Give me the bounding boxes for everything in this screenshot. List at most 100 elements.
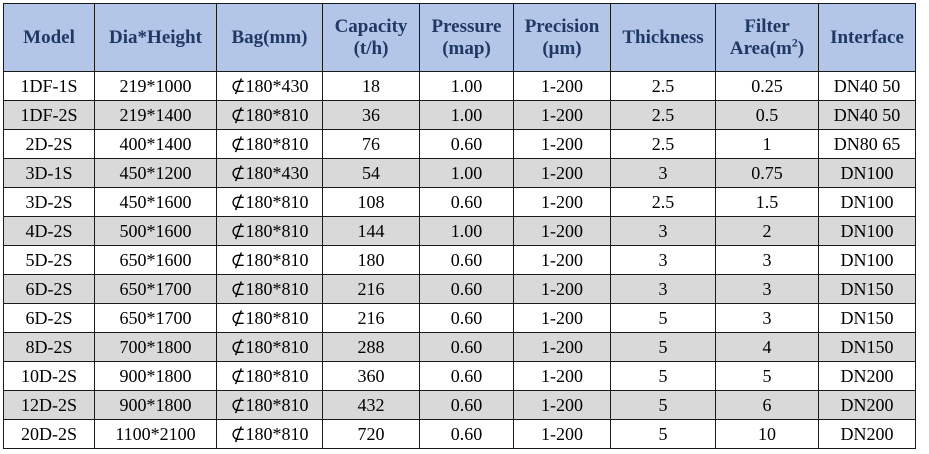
cell-dia-height: 450*1200 [94, 158, 217, 188]
cell-thickness: 5 [610, 390, 716, 420]
cell-pressure: 0.60 [419, 361, 514, 391]
cell-model: 12D-2S [3, 390, 95, 420]
cell-interface: DN100 [818, 158, 916, 188]
table-body: 1DF-1S 219*1000 ⊄180*430 18 1.00 1-200 2.5 0.25… [3, 71, 916, 449]
cell-model: 1DF-1S [3, 71, 95, 101]
cell-precision: 1-200 [513, 187, 611, 217]
header-interface: Interface [818, 3, 916, 72]
cell-thickness: 2.5 [610, 100, 716, 130]
cell-pressure: 0.60 [419, 332, 514, 362]
cell-filter-area: 5 [715, 361, 819, 391]
cell-filter-area: 1 [715, 129, 819, 159]
cell-capacity: 216 [322, 274, 420, 304]
cell-precision: 1-200 [513, 100, 611, 130]
cell-bag: ⊄180*810 [216, 129, 323, 159]
cell-precision: 1-200 [513, 419, 611, 449]
cell-thickness: 3 [610, 274, 716, 304]
cell-pressure: 0.60 [419, 187, 514, 217]
cell-model: 6D-2S [3, 303, 95, 333]
header-bag: Bag(mm) [216, 3, 323, 72]
table-row: 5D-2S 650*1600 ⊄180*810 180 0.60 1-200 3 3 DN100 [3, 245, 916, 275]
cell-pressure: 0.60 [419, 390, 514, 420]
cell-model: 3D-2S [3, 187, 95, 217]
table-row: 2D-2S 400*1400 ⊄180*810 76 0.60 1-200 2.5 1 DN80… [3, 129, 916, 159]
cell-dia-height: 650*1600 [94, 245, 217, 275]
cell-thickness: 2.5 [610, 187, 716, 217]
cell-interface: DN100 [818, 216, 916, 246]
table-row: 1DF-2S 219*1400 ⊄180*810 36 1.00 1-200 2.5 0.5 D… [3, 100, 916, 130]
cell-dia-height: 400*1400 [94, 129, 217, 159]
cell-thickness: 2.5 [610, 129, 716, 159]
cell-pressure: 0.60 [419, 245, 514, 275]
cell-dia-height: 450*1600 [94, 187, 217, 217]
cell-model: 20D-2S [3, 419, 95, 449]
cell-filter-area: 10 [715, 419, 819, 449]
table-row: 12D-2S 900*1800 ⊄180*810 432 0.60 1-200 5 6 DN20… [3, 390, 916, 420]
cell-filter-area: 3 [715, 245, 819, 275]
cell-interface: DN200 [818, 390, 916, 420]
cell-bag: ⊄180*430 [216, 158, 323, 188]
cell-thickness: 3 [610, 158, 716, 188]
cell-capacity: 720 [322, 419, 420, 449]
cell-dia-height: 650*1700 [94, 274, 217, 304]
cell-interface: DN150 [818, 303, 916, 333]
cell-capacity: 18 [322, 71, 420, 101]
cell-pressure: 1.00 [419, 216, 514, 246]
cell-model: 5D-2S [3, 245, 95, 275]
cell-dia-height: 500*1600 [94, 216, 217, 246]
cell-interface: DN80 65 [818, 129, 916, 159]
table-row: 6D-2S 650*1700 ⊄180*810 216 0.60 1-200 5 3 DN150 [3, 303, 916, 333]
table-row: 4D-2S 500*1600 ⊄180*810 144 1.00 1-200 3 2 DN100 [3, 216, 916, 246]
cell-precision: 1-200 [513, 361, 611, 391]
table-header-row: Model Dia*Height Bag(mm) Capacity (t/h) … [3, 3, 916, 72]
cell-interface: DN150 [818, 332, 916, 362]
cell-pressure: 1.00 [419, 158, 514, 188]
cell-precision: 1-200 [513, 332, 611, 362]
cell-precision: 1-200 [513, 303, 611, 333]
cell-bag: ⊄180*810 [216, 303, 323, 333]
cell-dia-height: 900*1800 [94, 390, 217, 420]
cell-interface: DN200 [818, 361, 916, 391]
cell-thickness: 5 [610, 419, 716, 449]
cell-dia-height: 1100*2100 [94, 419, 217, 449]
cell-model: 10D-2S [3, 361, 95, 391]
cell-model: 8D-2S [3, 332, 95, 362]
header-pressure: Pressure (map) [419, 3, 514, 72]
cell-precision: 1-200 [513, 390, 611, 420]
cell-filter-area: 1.5 [715, 187, 819, 217]
cell-bag: ⊄180*810 [216, 274, 323, 304]
table-row: 6D-2S 650*1700 ⊄180*810 216 0.60 1-200 3 3 DN150 [3, 274, 916, 304]
cell-pressure: 0.60 [419, 129, 514, 159]
cell-filter-area: 0.5 [715, 100, 819, 130]
header-model: Model [3, 3, 95, 72]
cell-precision: 1-200 [513, 71, 611, 101]
cell-dia-height: 900*1800 [94, 361, 217, 391]
cell-precision: 1-200 [513, 216, 611, 246]
cell-precision: 1-200 [513, 158, 611, 188]
cell-bag: ⊄180*810 [216, 390, 323, 420]
table-row: 1DF-1S 219*1000 ⊄180*430 18 1.00 1-200 2.5 0.25… [3, 71, 916, 101]
cell-filter-area: 0.75 [715, 158, 819, 188]
header-filter-area: Filter Area(m2) [715, 3, 819, 72]
cell-capacity: 180 [322, 245, 420, 275]
cell-thickness: 5 [610, 361, 716, 391]
cell-interface: DN100 [818, 187, 916, 217]
cell-interface: DN40 50 [818, 100, 916, 130]
cell-pressure: 0.60 [419, 419, 514, 449]
cell-capacity: 144 [322, 216, 420, 246]
cell-model: 2D-2S [3, 129, 95, 159]
cell-precision: 1-200 [513, 129, 611, 159]
table-row: 3D-1S 450*1200 ⊄180*430 54 1.00 1-200 3 0.75 DN1… [3, 158, 916, 188]
cell-model: 4D-2S [3, 216, 95, 246]
cell-bag: ⊄180*810 [216, 419, 323, 449]
cell-bag: ⊄180*810 [216, 361, 323, 391]
cell-filter-area: 6 [715, 390, 819, 420]
cell-pressure: 0.60 [419, 274, 514, 304]
cell-bag: ⊄180*810 [216, 245, 323, 275]
cell-dia-height: 700*1800 [94, 332, 217, 362]
cell-capacity: 216 [322, 303, 420, 333]
header-thickness: Thickness [610, 3, 716, 72]
cell-interface: DN40 50 [818, 71, 916, 101]
cell-model: 6D-2S [3, 274, 95, 304]
header-capacity: Capacity (t/h) [322, 3, 420, 72]
